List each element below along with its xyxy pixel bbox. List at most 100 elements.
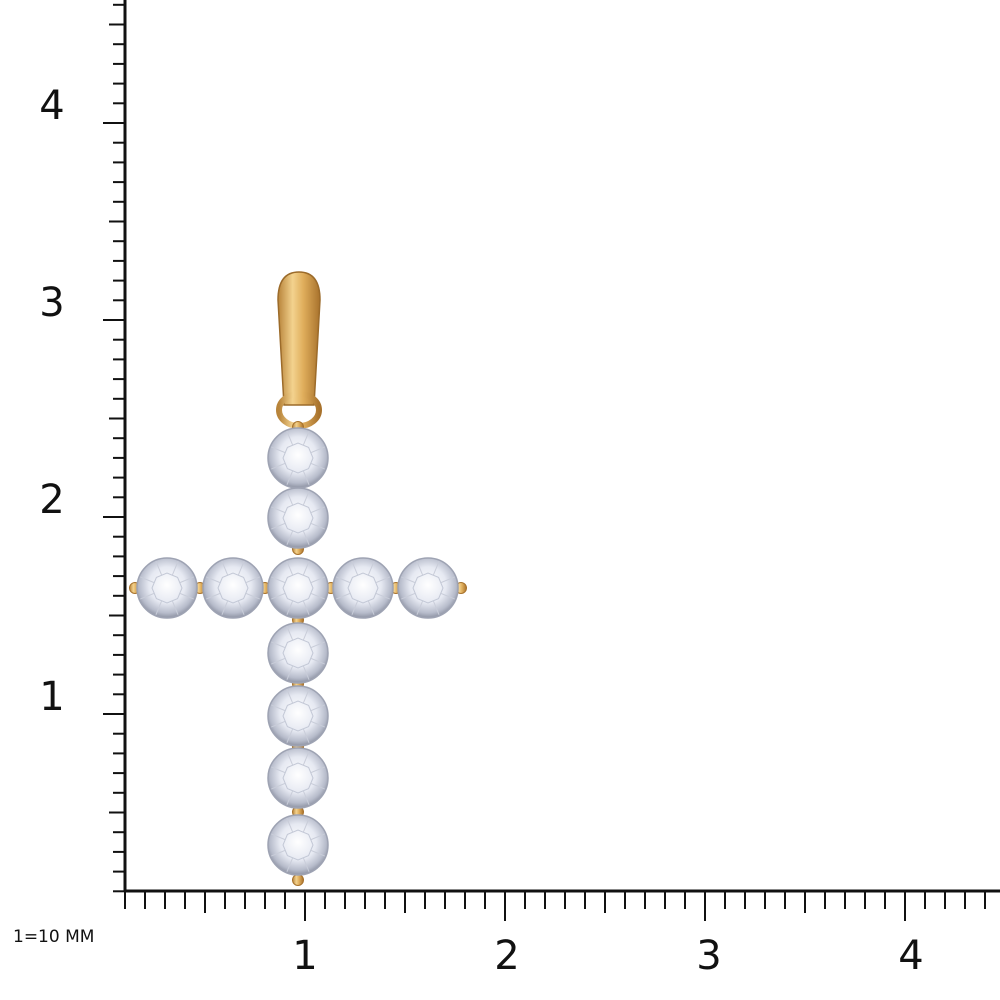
stone-facet xyxy=(310,641,325,649)
stone-facet xyxy=(375,576,390,584)
stone-facet xyxy=(286,470,294,485)
stone-facet xyxy=(271,641,286,649)
stone-body xyxy=(332,557,394,619)
stone xyxy=(332,557,394,619)
stone-facet xyxy=(286,626,294,641)
stone-facet xyxy=(286,530,294,545)
stone-facet xyxy=(237,600,245,615)
stone-facet xyxy=(286,491,294,506)
stone-facet xyxy=(179,576,194,584)
stone-facet xyxy=(310,657,325,665)
stone-facet xyxy=(179,592,194,600)
stone-body xyxy=(267,557,329,619)
stone-table xyxy=(282,502,314,534)
stone-facet xyxy=(206,592,221,600)
stone-facet xyxy=(310,506,325,514)
ruler-x-label: 1 xyxy=(292,933,317,979)
stone-facet xyxy=(432,561,440,576)
bail xyxy=(277,271,321,406)
stone-facet xyxy=(286,561,294,576)
stone xyxy=(267,814,329,876)
stone-facet xyxy=(271,720,286,728)
stone-facet xyxy=(286,689,294,704)
stone-table xyxy=(282,700,314,732)
stone-body xyxy=(267,814,329,876)
ruler-x-label: 3 xyxy=(696,933,721,979)
stone-table xyxy=(151,572,183,604)
stone-facet xyxy=(271,849,286,857)
stone-facet xyxy=(155,561,163,576)
stone-facet xyxy=(271,657,286,665)
stone-table xyxy=(217,572,249,604)
stone-body xyxy=(397,557,459,619)
stone xyxy=(267,557,329,619)
stone-facet xyxy=(351,561,359,576)
stone xyxy=(267,622,329,684)
stone-facet xyxy=(310,462,325,470)
stone-facet xyxy=(271,462,286,470)
stone-facet xyxy=(140,576,155,584)
stone-facet xyxy=(336,592,351,600)
stone-facet xyxy=(310,766,325,774)
stone-facet xyxy=(416,600,424,615)
stone-facet xyxy=(302,600,310,615)
stone-table xyxy=(282,829,314,861)
stone-facet xyxy=(310,576,325,584)
stone-facet xyxy=(302,728,310,743)
stone-facet xyxy=(302,790,310,805)
stone-table xyxy=(282,637,314,669)
stone-facet xyxy=(271,833,286,841)
stone-facet xyxy=(271,766,286,774)
stone-facet xyxy=(310,592,325,600)
stone xyxy=(202,557,264,619)
stone-facet xyxy=(286,728,294,743)
stone-facet xyxy=(271,592,286,600)
stone-facet xyxy=(286,431,294,446)
stone-facet xyxy=(310,782,325,790)
stone-facet xyxy=(302,818,310,833)
stone-facet xyxy=(271,782,286,790)
stone-facet xyxy=(310,446,325,454)
stone-facet xyxy=(286,790,294,805)
stone-body xyxy=(267,685,329,747)
stone-body xyxy=(267,622,329,684)
stone-facet xyxy=(302,857,310,872)
stone-body xyxy=(136,557,198,619)
stone-facet xyxy=(302,751,310,766)
stone-facet xyxy=(302,530,310,545)
stone-facet xyxy=(367,600,375,615)
stone-facet xyxy=(302,665,310,680)
stone-body xyxy=(267,747,329,809)
stone-facet xyxy=(302,431,310,446)
stone-facet xyxy=(367,561,375,576)
stone-table xyxy=(282,572,314,604)
cross-pendant xyxy=(129,271,467,886)
ruler-y-label: 4 xyxy=(39,83,64,129)
stone-facet xyxy=(432,600,440,615)
stone-facet xyxy=(140,592,155,600)
stone-facet xyxy=(221,600,229,615)
stone-facet xyxy=(271,446,286,454)
stone-facet xyxy=(286,600,294,615)
stone-facet xyxy=(310,849,325,857)
stone-facet xyxy=(155,600,163,615)
stone-table xyxy=(282,762,314,794)
stone-facet xyxy=(302,561,310,576)
stone-facet xyxy=(401,592,416,600)
stone-facet xyxy=(302,689,310,704)
ruler-y-label: 3 xyxy=(39,280,64,326)
stone-facet xyxy=(245,592,260,600)
stone-facet xyxy=(336,576,351,584)
stone-facet xyxy=(171,561,179,576)
stone-facet xyxy=(351,600,359,615)
stone xyxy=(267,427,329,489)
stone-facet xyxy=(401,576,416,584)
stone-facet xyxy=(440,576,455,584)
ruler-y-label: 2 xyxy=(39,477,64,523)
stone-facet xyxy=(271,522,286,530)
stone-facet xyxy=(286,665,294,680)
stone-facet xyxy=(245,576,260,584)
stone-body xyxy=(267,427,329,489)
